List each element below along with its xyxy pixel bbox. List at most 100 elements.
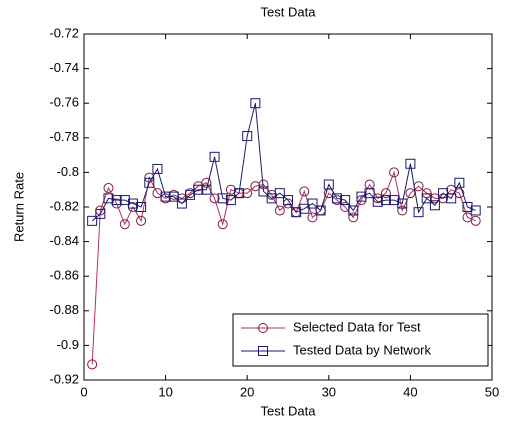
marker	[462, 212, 473, 223]
marker	[348, 205, 359, 216]
marker	[470, 205, 481, 216]
marker	[372, 196, 383, 207]
y-tick-label: -0.76	[49, 95, 79, 110]
marker	[266, 193, 277, 204]
marker	[380, 195, 391, 206]
y-tick-label: -0.74	[49, 60, 79, 75]
marker	[413, 207, 424, 218]
y-tick-label: -0.84	[49, 233, 79, 248]
legend-marker	[258, 323, 268, 333]
marker	[438, 188, 449, 199]
plot-frame	[83, 33, 493, 381]
marker	[291, 207, 302, 218]
marker	[152, 163, 163, 174]
y-tick-label: -0.92	[49, 371, 79, 386]
marker	[340, 202, 351, 212]
marker	[201, 184, 212, 195]
marker	[389, 195, 400, 206]
marker	[136, 202, 147, 212]
legend-marker	[258, 346, 268, 356]
x-tick-label: 50	[485, 384, 499, 399]
marker	[225, 195, 236, 206]
marker	[454, 177, 465, 188]
marker	[217, 193, 228, 204]
marker	[299, 203, 310, 214]
y-tick-label: -0.9	[57, 337, 79, 352]
legend-label: Selected Data for Test	[293, 319, 421, 334]
marker	[389, 167, 400, 178]
marker	[331, 193, 342, 204]
marker	[144, 177, 155, 188]
legend: Selected Data for Test Tested Data by Net…	[232, 313, 489, 367]
marker	[103, 182, 114, 193]
marker	[209, 151, 220, 162]
marker	[299, 186, 310, 197]
marker	[95, 208, 106, 219]
y-tick-label: -0.78	[49, 129, 79, 144]
marker	[315, 205, 326, 216]
y-axis-label: Return Rate	[11, 172, 26, 242]
marker	[397, 205, 408, 216]
y-tick-label: -0.82	[49, 198, 79, 213]
marker	[193, 184, 204, 195]
marker	[421, 193, 432, 204]
marker	[429, 200, 440, 211]
x-tick-label: 20	[240, 384, 254, 399]
marker	[340, 195, 351, 206]
y-tick-label: -0.88	[49, 302, 79, 317]
marker	[103, 193, 114, 204]
marker	[356, 191, 367, 202]
marker	[274, 188, 285, 199]
marker	[446, 193, 457, 204]
marker	[127, 198, 138, 209]
marker	[462, 202, 473, 212]
x-tick-label: 30	[322, 384, 336, 399]
marker	[217, 219, 228, 230]
marker	[283, 195, 293, 206]
chart-title: Test Data	[261, 4, 317, 19]
marker	[405, 158, 416, 169]
x-tick-label: 10	[158, 384, 172, 399]
marker	[364, 188, 375, 199]
marker	[225, 184, 236, 195]
marker	[185, 189, 196, 200]
y-tick-label: -0.8	[57, 164, 79, 179]
marker	[87, 359, 98, 370]
marker	[168, 191, 179, 202]
marker	[421, 188, 432, 199]
legend-label: Tested Data by Network	[293, 342, 432, 357]
marker	[323, 179, 334, 190]
marker	[250, 181, 261, 192]
x-tick-label: 0	[80, 384, 87, 399]
marker	[470, 215, 481, 226]
marker	[176, 198, 187, 209]
marker	[234, 188, 245, 199]
marker	[119, 219, 130, 230]
marker	[258, 186, 269, 197]
x-axis-label: Test Data	[261, 403, 317, 418]
marker	[274, 205, 285, 216]
marker	[111, 195, 122, 206]
marker	[152, 188, 163, 199]
marker	[348, 212, 359, 223]
marker	[307, 198, 318, 209]
x-tick-label: 40	[403, 384, 417, 399]
legend-box	[232, 313, 489, 367]
y-tick-label: -0.72	[49, 25, 79, 40]
marker	[119, 195, 130, 206]
marker	[307, 212, 318, 223]
marker	[242, 131, 253, 142]
marker	[454, 188, 465, 199]
marker	[380, 188, 391, 199]
y-tick-label: -0.86	[49, 268, 79, 283]
marker	[209, 193, 220, 204]
marker	[397, 198, 408, 209]
marker	[136, 215, 147, 226]
marker	[201, 177, 212, 188]
marker	[160, 191, 171, 202]
marker	[87, 215, 98, 226]
marker	[250, 98, 261, 109]
marker	[242, 188, 253, 199]
